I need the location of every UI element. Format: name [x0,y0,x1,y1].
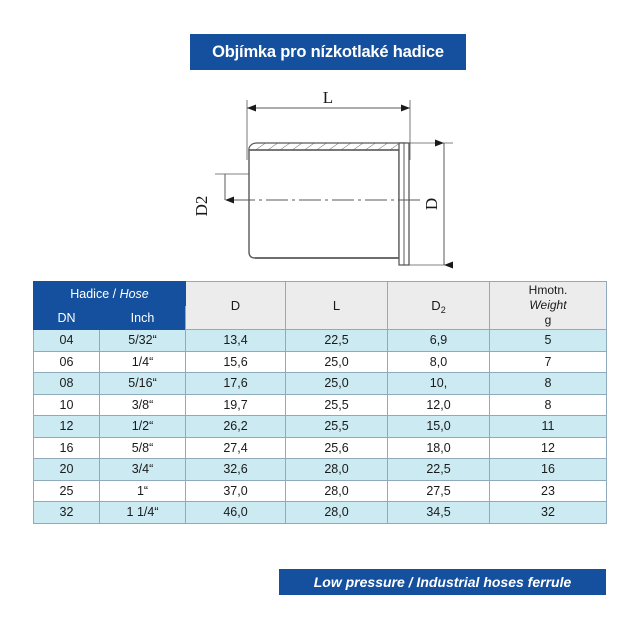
technical-drawing: L D D2 [185,88,475,274]
table-row: 06 1/4“ 15,6 25,0 8,0 7 [33,350,607,373]
cell-dn: 16 [33,436,100,459]
cell-d: 19,7 [185,393,286,416]
header-dn: DN [33,305,100,330]
header-weight-unit: g [544,313,552,327]
table-row: 08 5/16“ 17,6 25,0 10, 8 [33,372,607,395]
cell-d2: 12,0 [387,393,490,416]
cell-d2: 8,0 [387,350,490,373]
cell-weight: 5 [489,329,607,352]
footer-banner: Low pressure / Industrial hoses ferrule [279,569,606,595]
cell-inch: 1 1/4“ [99,501,186,524]
cell-d: 27,4 [185,436,286,459]
cell-d: 13,4 [185,329,286,352]
header-inch: Inch [99,305,186,330]
table-body: 04 5/32“ 13,4 22,5 6,9 5 06 1/4“ 15,6 25,0 8,0 7 08 5… [33,329,607,524]
cell-l: 22,5 [285,329,388,352]
cell-l: 28,0 [285,479,388,502]
page-title: Objímka pro nízkotlaké hadice [212,42,444,61]
cell-weight: 8 [489,393,607,416]
cell-d: 26,2 [185,415,286,438]
table-header-row-top: Hadice / Hose D L D2 Hmotn. Weight g [33,281,607,330]
cell-weight: 32 [489,501,607,524]
header-hose-cs: Hadice / [70,286,120,301]
cell-inch: 1/2“ [99,415,186,438]
header-weight-en: Weight [529,298,567,312]
cell-l: 28,0 [285,458,388,481]
cell-dn: 08 [33,372,100,395]
cell-inch: 5/8“ [99,436,186,459]
footer-title: Low pressure / Industrial hoses ferrule [313,574,572,590]
header-d2-base: D [431,298,441,313]
cell-inch: 1“ [99,479,186,502]
cell-weight: 12 [489,436,607,459]
cell-d: 37,0 [185,479,286,502]
cell-l: 25,0 [285,350,388,373]
cell-d: 15,6 [185,350,286,373]
ferrule-body-outline [248,149,400,259]
cell-l: 25,0 [285,372,388,395]
cell-dn: 10 [33,393,100,416]
header-hose-en: Hose [119,286,149,301]
cell-l: 28,0 [285,501,388,524]
cell-weight: 23 [489,479,607,502]
header-hose-group: Hadice / Hose [33,281,186,306]
table-row: 04 5/32“ 13,4 22,5 6,9 5 [33,329,607,352]
cell-inch: 3/4“ [99,458,186,481]
table-header-row-bottom: DN Inch [33,305,607,330]
table-row: 25 1“ 37,0 28,0 27,5 23 [33,479,607,502]
cell-d2: 6,9 [387,329,490,352]
dimension-label-d2: D2 [192,196,211,217]
table-row: 20 3/4“ 32,6 28,0 22,5 16 [33,458,607,481]
cell-inch: 5/32“ [99,329,186,352]
table-row: 12 1/2“ 26,2 25,5 15,0 11 [33,415,607,438]
cell-d: 32,6 [185,458,286,481]
cell-l: 25,6 [285,436,388,459]
cell-l: 25,5 [285,415,388,438]
cell-dn: 04 [33,329,100,352]
cell-inch: 1/4“ [99,350,186,373]
header-d: D [185,281,286,330]
header-l: L [285,281,388,330]
page-title-banner: Objímka pro nízkotlaké hadice [190,34,466,70]
cell-d2: 27,5 [387,479,490,502]
cell-l: 25,5 [285,393,388,416]
ferrule-wall-hatch [248,142,407,151]
cell-inch: 5/16“ [99,372,186,395]
cell-weight: 8 [489,372,607,395]
cell-dn: 12 [33,415,100,438]
header-weight-cs: Hmotn. [528,283,568,297]
cell-d2: 34,5 [387,501,490,524]
cell-dn: 20 [33,458,100,481]
table-row: 10 3/8“ 19,7 25,5 12,0 8 [33,393,607,416]
header-d2-subscript: 2 [440,305,446,315]
cell-weight: 16 [489,458,607,481]
cell-d2: 18,0 [387,436,490,459]
cell-d2: 15,0 [387,415,490,438]
cell-d: 46,0 [185,501,286,524]
cell-inch: 3/8“ [99,393,186,416]
dimension-label-d: D [422,198,441,210]
cell-d2: 10, [387,372,490,395]
cell-dn: 25 [33,479,100,502]
cell-dn: 06 [33,350,100,373]
dimension-label-l: L [323,88,333,107]
cell-d: 17,6 [185,372,286,395]
cell-weight: 7 [489,350,607,373]
cell-d2: 22,5 [387,458,490,481]
header-d2: D2 [387,281,490,330]
table-row: 32 1 1/4“ 46,0 28,0 34,5 32 [33,501,607,524]
header-weight: Hmotn. Weight g [489,281,607,330]
table-row: 16 5/8“ 27,4 25,6 18,0 12 [33,436,607,459]
cell-weight: 11 [489,415,607,438]
cell-dn: 32 [33,501,100,524]
specification-table: Hadice / Hose D L D2 Hmotn. Weight g DN … [33,281,607,524]
